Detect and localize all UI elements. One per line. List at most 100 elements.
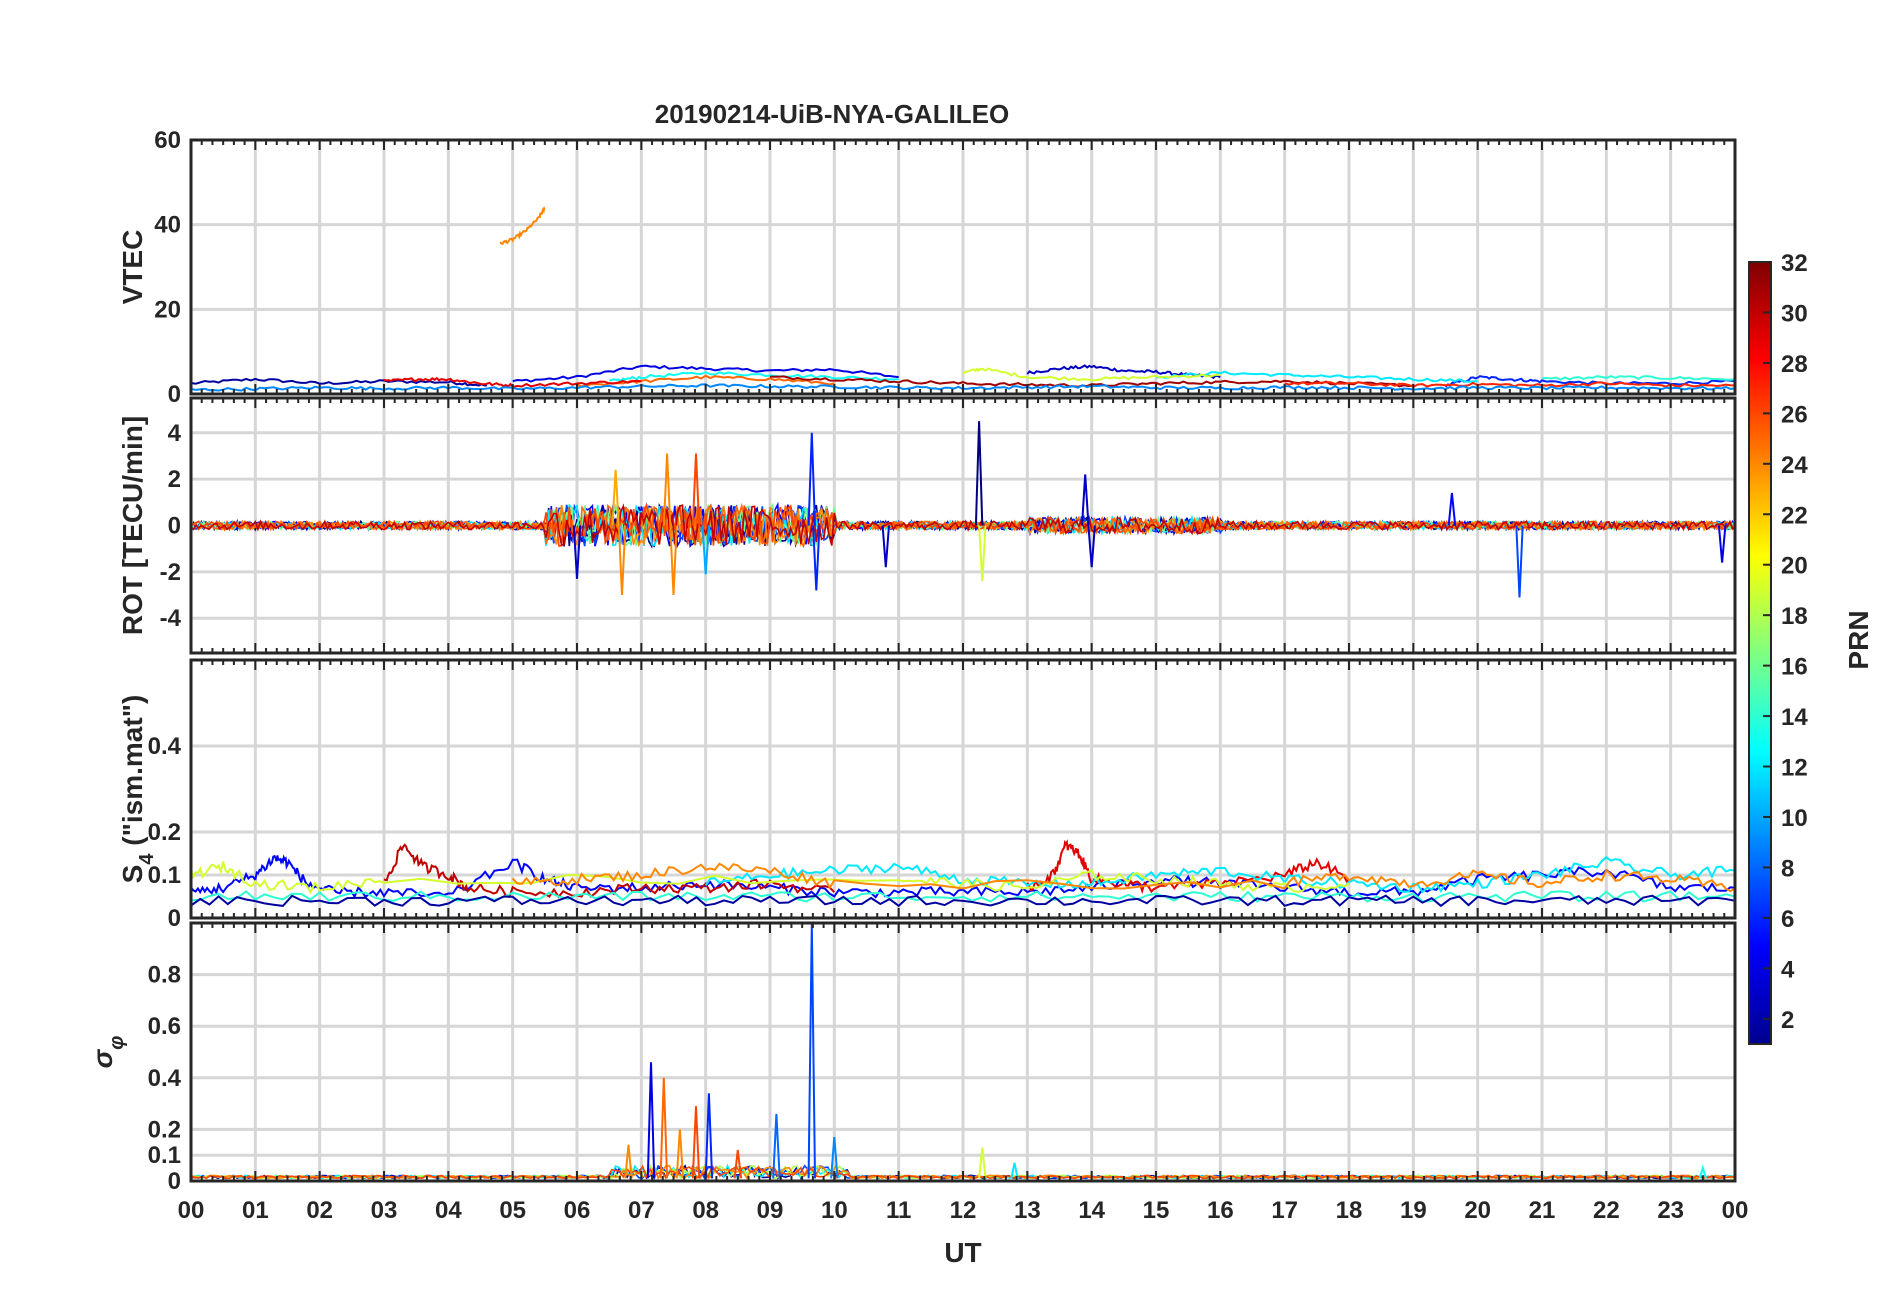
x-tick-label: 18 xyxy=(1336,1197,1363,1224)
series-prn-2 xyxy=(190,894,1736,908)
y-tick-label: 2 xyxy=(168,466,181,493)
x-tick-label: 11 xyxy=(886,1197,911,1224)
y-axis-label-s4: S4 ("ism.mat") xyxy=(117,695,158,884)
panel-s4: 0 0.1 0.2 0.4S4 ("ism.mat") xyxy=(117,658,1737,932)
spike-prn-4 xyxy=(646,1062,656,1179)
y-tick-label: 0.2 xyxy=(148,819,181,846)
spike-prn-24 xyxy=(617,525,627,596)
spike-prn-10 xyxy=(701,525,710,575)
spike-prn-3 xyxy=(881,525,890,568)
colorbar-tick-label: 30 xyxy=(1781,300,1808,327)
y-axis-label-rot: ROT [TECU/min] xyxy=(117,416,148,635)
x-tick-label: 23 xyxy=(1657,1197,1684,1224)
x-tick-label: 04 xyxy=(435,1197,462,1224)
colorbar-tick-label: 8 xyxy=(1781,855,1794,882)
colorbar-tick-label: 2 xyxy=(1781,1007,1794,1034)
chart-title: 20190214-UiB-NYA-GALILEO xyxy=(655,99,1010,129)
colorbar-tick-label: 14 xyxy=(1781,704,1808,731)
x-axis: 00 01 02 03 04 05 06 07 08 09 10 11 12 13 14 15 16 17 18 19… xyxy=(178,1197,1749,1224)
x-tick-label: 14 xyxy=(1078,1197,1105,1224)
colorbar-tick-label: 16 xyxy=(1781,654,1808,681)
spike-prn-19 xyxy=(978,525,987,582)
spike-prn-4 xyxy=(1717,525,1727,563)
spike-prn-3 xyxy=(1087,525,1096,568)
spike-prn-3 xyxy=(572,525,582,579)
series-prn-19 xyxy=(190,861,1350,895)
spike-prn-13 xyxy=(1698,1164,1708,1179)
spike-prn-5 xyxy=(1447,492,1457,526)
x-tick-label: 09 xyxy=(757,1197,784,1224)
y-tick-label: 40 xyxy=(154,212,181,239)
spike-prn-19 xyxy=(978,1147,987,1179)
colorbar-tick-label: 32 xyxy=(1781,250,1808,277)
x-tick-label: 17 xyxy=(1271,1197,1298,1224)
spike-prn-7 xyxy=(807,922,816,1179)
colorbar-tick-label: 26 xyxy=(1781,401,1808,428)
x-tick-label: 16 xyxy=(1207,1197,1234,1224)
series-prn-29 xyxy=(383,376,642,388)
spike-prn-6 xyxy=(812,525,821,591)
panel-vtec: 0 20 40 60 VTEC xyxy=(117,127,1737,408)
x-tick-label: 19 xyxy=(1400,1197,1427,1224)
x-tick-label: 20 xyxy=(1464,1197,1491,1224)
series-prn-30 xyxy=(383,843,836,899)
panel-rot: -4 -2 0 2 4 ROT [TECU/min] xyxy=(117,396,1737,655)
x-tick-label: 12 xyxy=(950,1197,977,1224)
y-tick-label: 0 xyxy=(168,381,181,408)
spike-prn-8 xyxy=(772,1113,781,1179)
y-tick-label: -4 xyxy=(160,605,182,632)
series-prn-12 xyxy=(704,856,1736,894)
spike-prn-9 xyxy=(830,1137,839,1179)
x-tick-label: 07 xyxy=(628,1197,655,1224)
series-prn-12 xyxy=(1155,370,1478,383)
y-tick-label: 0.4 xyxy=(148,733,182,760)
x-tick-label: 05 xyxy=(499,1197,526,1224)
series-prn-4 xyxy=(512,364,899,383)
y-tick-label: 0.1 xyxy=(148,862,181,889)
panel-sigma_phi: 00.10.2 0.4 0.6 0.8 σφ xyxy=(87,921,1737,1195)
panel-s4-data xyxy=(190,839,1736,908)
colorbar-tick-label: 18 xyxy=(1781,603,1808,630)
y-tick-label: 4 xyxy=(168,420,182,447)
spike-prn-6 xyxy=(704,1093,714,1179)
x-axis-label: UT xyxy=(944,1237,981,1268)
spike-prn-12 xyxy=(1010,1162,1019,1179)
x-tick-label: 22 xyxy=(1593,1197,1620,1224)
spike-prn-6 xyxy=(807,432,816,526)
series-prn-24 xyxy=(511,862,1736,893)
colorbar-tick-label: 6 xyxy=(1781,906,1794,933)
y-tick-label: 0.8 xyxy=(148,962,181,989)
y-tick-label: 0.4 xyxy=(148,1065,182,1092)
x-tick-label: 13 xyxy=(1014,1197,1041,1224)
y-tick-label: 0.2 xyxy=(148,1116,181,1143)
spike-prn-24 xyxy=(669,525,678,596)
colorbar-label: PRN xyxy=(1843,610,1874,669)
x-tick-label: 00 xyxy=(178,1197,205,1224)
panel-rot-data xyxy=(190,421,1736,598)
spike-prn-24 xyxy=(662,453,672,526)
series-prn-30 xyxy=(190,503,1736,546)
colorbar-tick-label: 12 xyxy=(1781,755,1808,782)
colorbar-tick-label: 20 xyxy=(1781,553,1808,580)
y-tick-label: 0.1 xyxy=(148,1142,181,1169)
y-axis-label-vtec: VTEC xyxy=(117,230,148,305)
x-tick-label: 08 xyxy=(692,1197,719,1224)
x-tick-label: 01 xyxy=(242,1197,269,1224)
colorbar-gradient xyxy=(1748,261,1772,1045)
y-tick-label: -2 xyxy=(160,559,181,586)
spike-prn-26 xyxy=(691,453,701,526)
series-prn-24 xyxy=(499,206,546,246)
series-prn-27 xyxy=(1284,380,1736,388)
spike-prn-1 xyxy=(974,421,984,526)
x-tick-label: 06 xyxy=(564,1197,591,1224)
series-prn-2 xyxy=(190,377,487,387)
y-tick-label: 20 xyxy=(154,296,181,323)
colorbar-tick-label: 24 xyxy=(1781,452,1808,479)
colorbar-tick-label: 4 xyxy=(1781,956,1795,983)
spike-prn-26 xyxy=(733,1149,743,1179)
spike-prn-23 xyxy=(611,469,620,526)
spike-prn-24 xyxy=(624,1144,633,1179)
